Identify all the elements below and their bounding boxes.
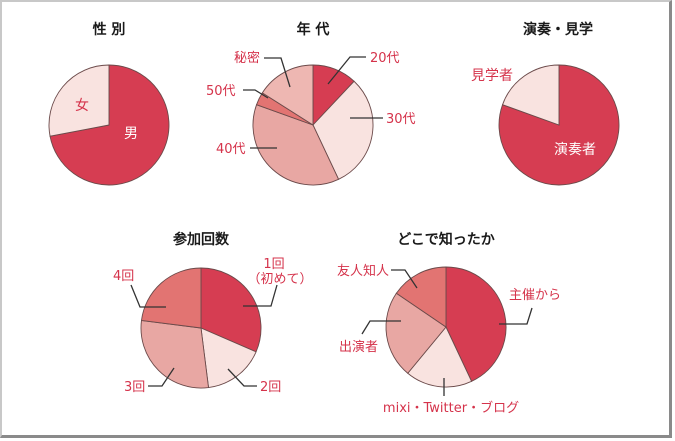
chart-title: 演奏・見学 [523, 21, 593, 38]
slice-label-1st: 1回 [263, 257, 284, 272]
chart-title: 年 代 [297, 21, 330, 38]
leader-line [264, 57, 291, 88]
leader-line [130, 284, 166, 308]
pie-slice [395, 266, 447, 328]
leader-line [148, 367, 175, 387]
chart-source: どこで知ったか 主催から mixi・Twitter・ブログ 出演者 友人知人 [337, 231, 561, 416]
slice-label-visitor: 見学者 [471, 68, 513, 84]
slice-label-20s: 20代 [370, 51, 400, 66]
slice-label-friend: 友人知人 [337, 263, 389, 279]
chart-age: 年 代 20代 30代 40代 50代 秘密 [206, 21, 416, 186]
pie-slice [312, 80, 374, 180]
pie-source [385, 266, 507, 388]
pie-gender [48, 64, 170, 186]
chart-title: 性 別 [93, 21, 126, 38]
chart-participation-count: 参加回数 1回 （初めて） 2回 3回 4回 [113, 231, 313, 395]
pie-slice [200, 327, 257, 389]
slice-label-4th: 4回 [113, 269, 134, 284]
slice-label-3rd: 3回 [124, 380, 145, 395]
pie-performer-visitor [498, 64, 620, 186]
pie-slice [252, 104, 340, 186]
leader-line [499, 307, 533, 325]
chart-performer-visitor: 演奏・見学 見学者 演奏者 [471, 21, 620, 186]
slice-label-2nd: 2回 [260, 380, 281, 395]
chart-gender: 性 別 女 男 [48, 21, 170, 186]
pie-slice [200, 267, 262, 353]
slice-label-secret: 秘密 [234, 50, 260, 66]
pie-slice [407, 326, 473, 388]
pie-slice [501, 64, 560, 126]
slice-label-organizer: 主催から [509, 288, 561, 303]
slice-label-sns: mixi・Twitter・ブログ [383, 400, 519, 416]
slice-label-1st-note: （初めて） [247, 272, 312, 287]
chart-title: 参加回数 [173, 231, 230, 248]
leader-line [243, 284, 278, 307]
pie-slice [140, 319, 210, 389]
pie-slice [49, 64, 170, 186]
pie-participation-count [140, 267, 262, 389]
pie-slice [385, 292, 447, 374]
leader-line [327, 56, 366, 85]
leader-line [361, 320, 401, 335]
pie-slice [48, 64, 110, 137]
pie-slice [445, 266, 507, 382]
slice-label-40s: 40代 [216, 142, 246, 157]
slice-label-female: 女 [75, 97, 89, 114]
slice-label-performer: 出演者 [339, 339, 378, 355]
leader-line [243, 89, 269, 99]
slice-label-male: 男 [124, 126, 138, 142]
slice-label-performer: 演奏者 [554, 142, 596, 158]
chart-title: どこで知ったか [397, 231, 495, 248]
slice-label-30s: 30代 [386, 112, 416, 127]
pie-slice [261, 64, 314, 126]
leader-line [391, 269, 418, 289]
slice-label-50s: 50代 [206, 84, 236, 99]
leader-line [227, 368, 257, 387]
pie-age [252, 64, 374, 186]
pie-slice [140, 267, 202, 329]
